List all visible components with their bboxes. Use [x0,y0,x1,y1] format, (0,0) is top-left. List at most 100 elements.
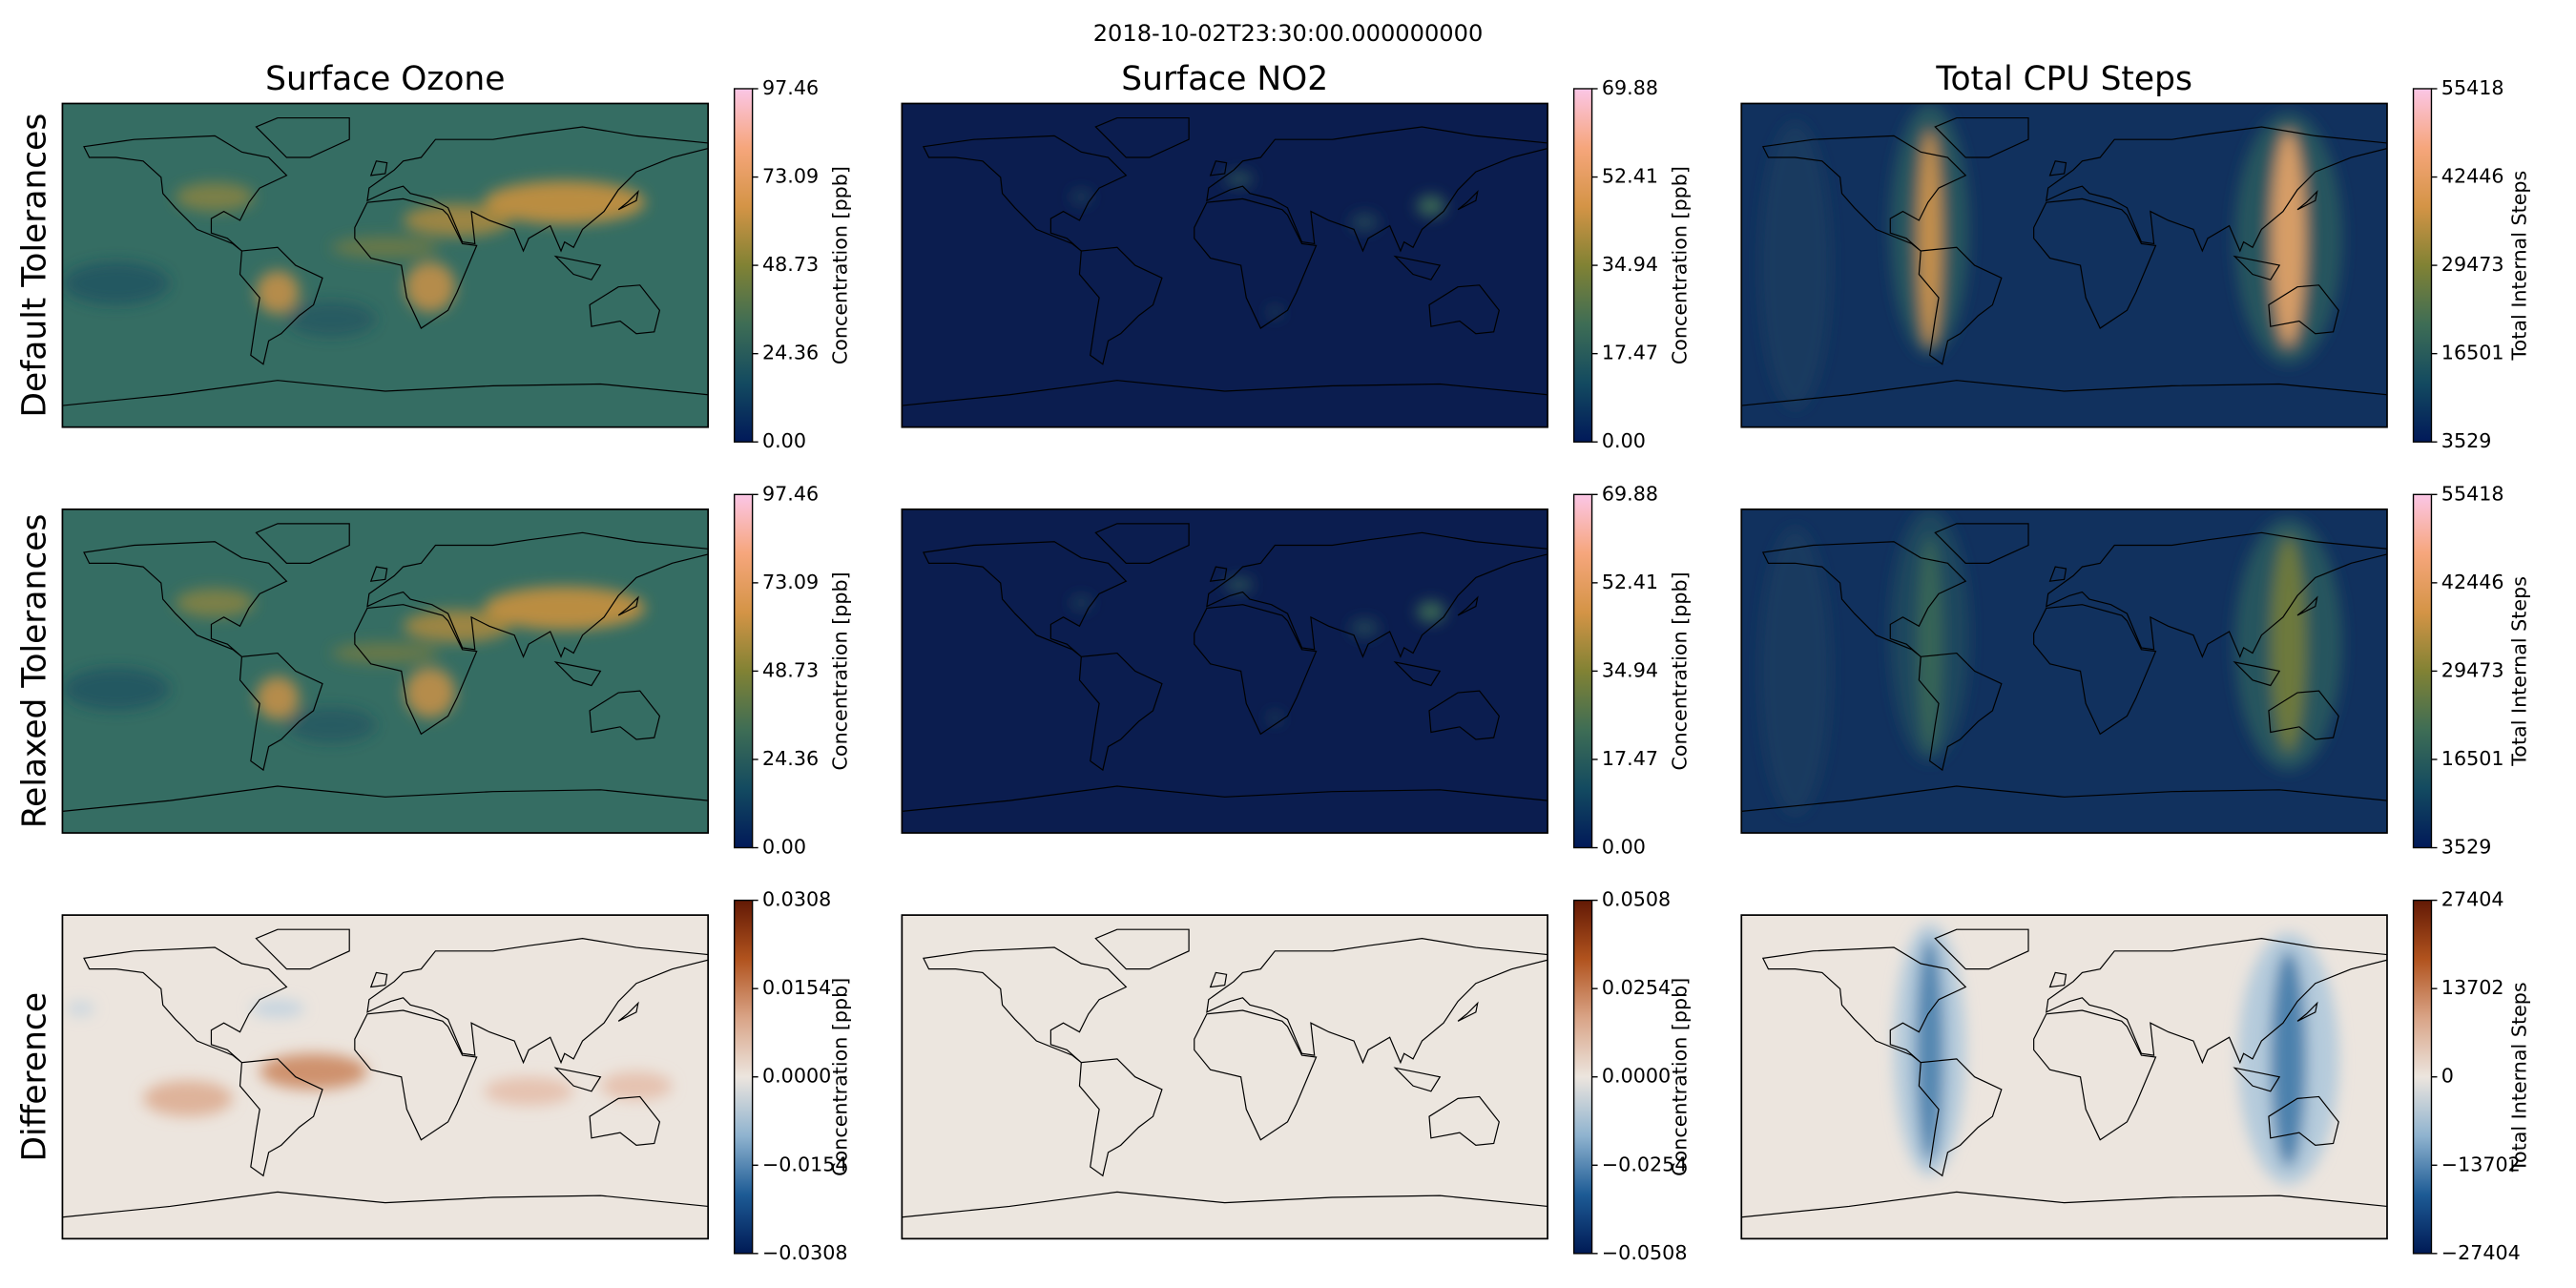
map-geo [62,928,709,1218]
colorbar-tick-label: 13702 [2441,976,2504,999]
field-blob [1917,536,1942,753]
field-blob [260,1053,367,1090]
map-geo [902,522,1548,813]
field-blob [175,588,255,617]
colorbar-tick-label: 3529 [2441,836,2492,859]
colorbar-tick-label: 97.46 [762,76,819,99]
field-blob [256,270,300,314]
field-blob [331,642,440,664]
colorbar-tick-label: 34.94 [1602,253,1658,276]
map-frame [901,914,1548,1240]
colorbar-tick-label: 48.73 [762,253,819,276]
colorbar-label: Total Internal Steps [2507,576,2530,767]
row-label: Difference [15,992,53,1161]
map-frame [901,102,1548,428]
field-blob [256,676,300,720]
column-title: Surface Ozone [265,60,505,98]
field-blob [331,236,440,259]
row-label: Default Tolerances [15,114,53,418]
map-frame [61,508,710,834]
map-field [66,999,673,1117]
map-frame [1740,102,2388,428]
field-blob [1917,130,1942,346]
field-blob [484,180,646,224]
map-geo [1741,924,2387,1218]
field-blob [2270,950,2307,1167]
field-blob [405,667,456,718]
map-geo [62,116,709,407]
colorbar-label: Concentration [ppb] [829,571,852,770]
field-blob [1416,195,1445,218]
column-title: Total CPU Steps [1935,60,2192,98]
colorbar-tick-label: 69.88 [1602,482,1658,505]
map-background [902,509,1548,834]
map-background [62,103,709,427]
colorbar-tick-label: 17.47 [1602,747,1658,770]
field-blob [66,1001,95,1016]
colorbar-tick-label: −0.0308 [762,1241,848,1264]
colorbar [2412,899,2433,1255]
colorbar [734,899,754,1255]
colorbar-tick-label: 24.36 [762,342,819,364]
field-blob [403,204,511,237]
colorbar-tick-label: 0.0508 [1602,888,1671,911]
field-blob [403,610,511,643]
field-blob [1350,618,1380,637]
colorbar-label: Concentration [ppb] [829,978,852,1176]
map-field [1894,924,2339,1185]
colorbar-tick-label: 0.00 [1602,836,1646,859]
field-blob [600,1071,673,1101]
suptitle: 2018-10-02T23:30:00.000000000 [1093,20,1484,47]
map-field [1759,103,2342,409]
map-frame [61,914,710,1240]
colorbar-label: Total Internal Steps [2507,171,2530,362]
colorbar-tick-label: 29473 [2441,253,2504,276]
colorbar-tick-label: 0.0308 [762,888,831,911]
map-field [1759,509,2342,816]
field-blob [1350,213,1380,232]
colorbar-tick-label: 29473 [2441,658,2504,681]
field-blob [1224,577,1254,592]
colorbar-tick-label: −27404 [2441,1241,2521,1264]
colorbar-tick-label: 69.88 [1602,76,1658,99]
colorbar-tick-label: 48.73 [762,658,819,681]
map-background [902,915,1548,1239]
colorbar-tick-label: 0.00 [762,429,806,452]
map-frame [1740,914,2388,1240]
map [902,522,1548,813]
map-geo [1741,509,2387,816]
field-blob [175,182,255,212]
map [1741,103,2387,409]
map [1741,509,2387,816]
map-field [62,180,646,338]
map-field [1070,577,1445,724]
field-blob [484,586,646,631]
colorbar-tick-label: 27404 [2441,888,2504,911]
field-blob [1070,189,1092,205]
map-field [1070,172,1445,318]
colorbar-tick-label: 0.0000 [762,1065,831,1088]
field-blob [286,301,377,338]
colorbar-tick-label: 0.00 [1602,429,1646,452]
map [62,116,709,407]
field-blob [62,667,171,711]
colorbar-tick-label: −0.0154 [762,1153,848,1175]
colorbar-tick-label: 34.94 [1602,658,1658,681]
colorbar-tick-label: 16501 [2441,747,2504,770]
colorbar-tick-label: 42446 [2441,571,2504,593]
colorbar-tick-label: −0.0254 [1602,1153,1688,1175]
map-frame [901,508,1548,834]
colorbar [2412,88,2433,443]
colorbar-tick-label: 17.47 [1602,342,1658,364]
colorbar-tick-label: 24.36 [762,747,819,770]
colorbar-tick-label: 52.41 [1602,165,1658,188]
column-title: Surface NO2 [1121,60,1328,98]
colorbar-tick-label: 97.46 [762,482,819,505]
colorbar [1572,899,1593,1255]
field-blob [1070,595,1092,611]
map-frame [61,102,710,428]
colorbar-tick-label: 0 [2441,1065,2454,1088]
colorbar-label: Concentration [ppb] [829,166,852,364]
colorbar-tick-label: 3529 [2441,429,2492,452]
